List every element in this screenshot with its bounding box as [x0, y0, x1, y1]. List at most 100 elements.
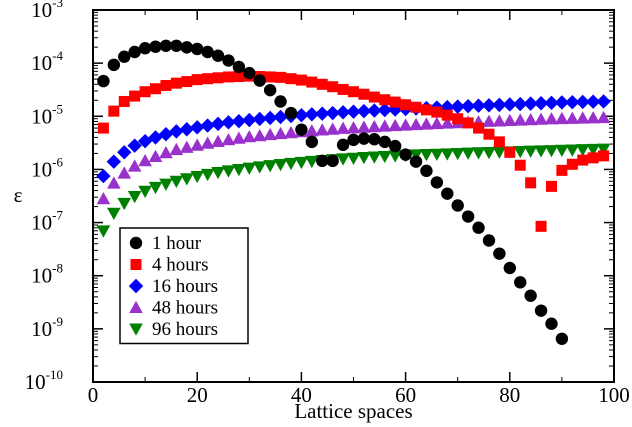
data-point	[138, 185, 152, 198]
data-point	[294, 156, 309, 170]
y-tick-label: 10-4	[31, 48, 63, 75]
data-point	[493, 136, 505, 148]
data-point	[202, 73, 214, 85]
data-point	[398, 118, 413, 131]
data-point	[327, 81, 339, 93]
data-point	[108, 105, 120, 117]
data-point	[96, 168, 111, 184]
data-point	[221, 133, 236, 146]
data-point	[513, 96, 528, 112]
data-point	[273, 109, 288, 125]
data-point	[263, 127, 277, 141]
data-point	[252, 111, 267, 127]
data-point	[525, 177, 537, 189]
data-point	[242, 162, 257, 175]
data-point	[462, 117, 474, 129]
data-point	[431, 106, 443, 118]
data-point	[410, 101, 422, 113]
data-point	[305, 124, 319, 137]
data-point	[221, 165, 236, 178]
data-point	[179, 140, 194, 153]
x-tick-label: 20	[187, 383, 208, 407]
legend-label: 48 hours	[152, 298, 218, 319]
data-point	[419, 117, 434, 130]
y-tick-label: 10-5	[31, 101, 63, 128]
data-point	[577, 154, 589, 166]
data-point	[388, 118, 402, 132]
data-point	[555, 144, 569, 158]
data-point	[430, 116, 444, 130]
data-point	[482, 114, 496, 127]
data-marks	[96, 39, 611, 345]
legend-marker	[129, 323, 143, 336]
y-tick-label: 10-7	[31, 208, 63, 235]
data-point	[96, 225, 111, 238]
data-point	[138, 154, 152, 167]
data-point	[275, 71, 287, 83]
data-point	[400, 99, 412, 111]
data-point	[346, 121, 361, 134]
data-point	[211, 49, 225, 62]
data-point	[368, 133, 381, 146]
data-point	[138, 42, 152, 55]
data-point	[440, 116, 455, 129]
data-point	[263, 83, 277, 97]
data-point	[565, 144, 580, 157]
data-point	[96, 192, 111, 205]
legend-label: 16 hours	[152, 276, 218, 297]
data-point	[326, 154, 339, 168]
legend-marker	[128, 278, 144, 294]
data-point	[263, 160, 277, 173]
data-point	[513, 113, 528, 126]
data-point	[388, 139, 402, 153]
data-point	[356, 103, 372, 119]
data-point	[554, 95, 570, 110]
data-point	[200, 136, 215, 149]
data-point	[545, 180, 557, 192]
data-point	[524, 289, 537, 302]
data-point	[190, 120, 205, 135]
data-point	[200, 118, 215, 133]
data-point	[284, 157, 298, 171]
data-point	[127, 159, 142, 172]
data-point	[409, 155, 423, 168]
data-point	[253, 74, 266, 87]
data-point	[377, 119, 392, 132]
data-point	[252, 161, 267, 174]
data-point	[523, 96, 538, 111]
data-point	[169, 124, 184, 139]
data-point	[586, 143, 600, 157]
data-point	[212, 72, 224, 84]
data-point	[211, 166, 225, 180]
data-point	[107, 207, 121, 221]
data-point	[544, 145, 559, 158]
data-point	[575, 94, 590, 110]
data-point	[481, 98, 497, 113]
y-axis-title: ε	[14, 183, 23, 207]
series-48-hours	[96, 110, 611, 205]
data-point	[471, 147, 486, 160]
data-point	[420, 164, 433, 178]
data-point	[534, 304, 548, 317]
data-point	[346, 152, 361, 165]
series-96-hours	[96, 143, 611, 238]
data-point	[492, 146, 507, 159]
data-point	[222, 71, 234, 83]
data-point	[117, 145, 132, 160]
data-point	[358, 88, 370, 100]
data-point	[107, 176, 121, 189]
data-point	[325, 105, 340, 121]
data-point	[346, 104, 361, 119]
legend-label: 1 hour	[152, 233, 202, 254]
data-point	[232, 163, 246, 177]
data-point	[441, 187, 454, 200]
data-point	[544, 95, 559, 111]
data-point	[596, 94, 611, 109]
data-point	[596, 110, 611, 124]
legend-marker	[130, 259, 142, 270]
data-point	[222, 54, 235, 67]
data-point	[347, 133, 360, 147]
data-point	[295, 74, 307, 86]
